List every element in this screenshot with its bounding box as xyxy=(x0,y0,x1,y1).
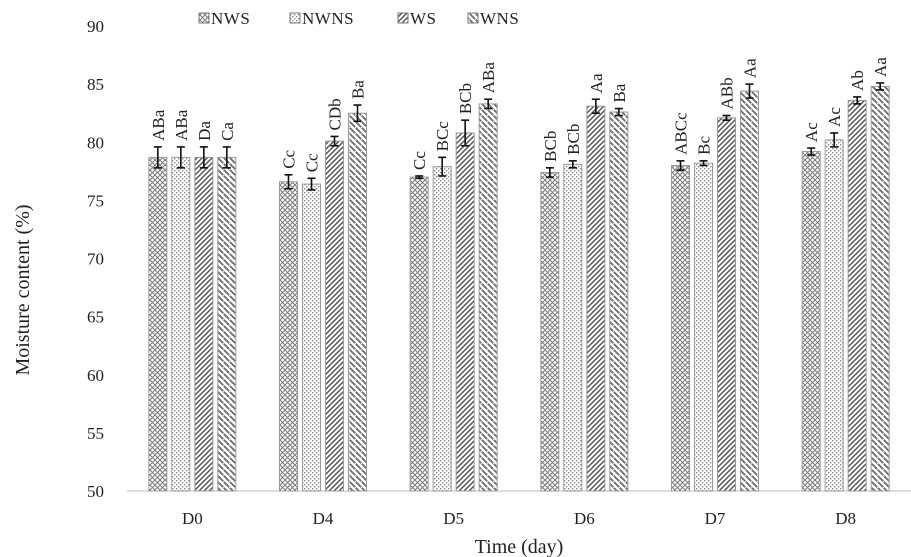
significance-label: Da xyxy=(195,121,214,141)
legend-label-nwns: NWNS xyxy=(302,9,354,28)
significance-label: ABa xyxy=(172,109,191,141)
significance-label: CDb xyxy=(326,98,345,130)
significance-label: Ba xyxy=(349,80,368,99)
y-axis: 50 55 60 65 70 75 80 85 90 xyxy=(87,17,104,501)
bar-nwns-d8 xyxy=(824,139,844,492)
bar-nws-d6 xyxy=(540,171,560,492)
x-tick-label: D8 xyxy=(835,509,856,528)
x-tick-label: D6 xyxy=(574,509,595,528)
bar-wns-d4 xyxy=(348,112,367,492)
legend-label-wns: WNS xyxy=(480,9,519,28)
y-tick-label: 80 xyxy=(87,133,104,152)
bar-wns-d8 xyxy=(870,85,890,492)
y-tick-label: 65 xyxy=(87,308,104,327)
bar-nws-d8 xyxy=(801,151,821,492)
bar-ws-d8 xyxy=(847,99,867,492)
y-tick-label: 85 xyxy=(87,75,104,94)
bar-ws-d7 xyxy=(717,117,736,492)
significance-label: Cc xyxy=(410,151,429,170)
bar-ws-d5 xyxy=(455,132,475,492)
significance-label: BCb xyxy=(564,124,583,155)
significance-label: Bc xyxy=(695,136,714,155)
bar-nwns-d4 xyxy=(302,183,321,492)
x-tick-label: D0 xyxy=(182,509,203,528)
significance-label: Cc xyxy=(303,153,322,172)
x-tick-label: D5 xyxy=(443,509,464,528)
significance-label: Aa xyxy=(587,73,606,93)
significance-label: ABa xyxy=(149,109,168,141)
legend: NWS NWNS WS WNS xyxy=(198,9,519,28)
significance-label: BCb xyxy=(541,131,560,162)
bar-ws-d6 xyxy=(586,105,606,492)
legend-swatch-nws xyxy=(198,12,210,24)
x-tick-label: D4 xyxy=(313,509,334,528)
legend-swatch-ws xyxy=(397,12,409,24)
significance-label: ABb xyxy=(718,77,737,109)
significance-label: Ac xyxy=(802,122,821,142)
significance-label: Ca xyxy=(218,122,237,141)
significance-label: Aa xyxy=(871,57,890,77)
significance-label: Ab xyxy=(848,70,867,91)
bar-nwns-d6 xyxy=(563,163,583,492)
legend-label-ws: WS xyxy=(410,9,437,28)
y-tick-label: 60 xyxy=(87,366,104,385)
y-tick-label: 55 xyxy=(87,424,104,443)
bar-wns-d0 xyxy=(217,156,237,492)
significance-label: ABa xyxy=(479,62,498,94)
x-tick-label: D7 xyxy=(705,509,726,528)
bar-wns-d7 xyxy=(740,90,759,492)
significance-label: BCc xyxy=(433,121,452,152)
significance-label: Aa xyxy=(741,58,760,78)
bar-wns-d6 xyxy=(609,111,629,492)
y-tick-label: 90 xyxy=(87,17,104,36)
y-tick-label: 50 xyxy=(87,482,104,501)
bar-wns-d5 xyxy=(478,103,498,492)
bar-nwns-d5 xyxy=(432,166,452,492)
y-tick-label: 75 xyxy=(87,191,104,210)
legend-swatch-nwns xyxy=(289,12,301,24)
y-tick-label: 70 xyxy=(87,250,104,269)
x-axis-title: Time (day) xyxy=(475,536,564,557)
legend-label-nws: NWS xyxy=(211,9,250,28)
significance-label: Ac xyxy=(825,107,844,127)
significance-label: Cc xyxy=(280,149,299,168)
y-axis-title: Moisture content (%) xyxy=(12,204,34,375)
bar-nws-d7 xyxy=(671,165,690,492)
significance-label: Ba xyxy=(610,83,629,102)
legend-swatch-wns xyxy=(467,12,479,24)
significance-label: BCb xyxy=(456,83,475,114)
bar-ws-d4 xyxy=(325,140,344,492)
bar-nwns-d7 xyxy=(694,162,713,492)
bar-nws-d0 xyxy=(148,156,168,492)
significance-label: ABCc xyxy=(672,112,691,155)
bar-nwns-d0 xyxy=(171,156,191,492)
bar-nws-d5 xyxy=(409,176,429,492)
bar-ws-d0 xyxy=(194,156,214,492)
x-axis: D0 D4 D5 D6 D7 D8 xyxy=(127,490,911,528)
bar-nws-d4 xyxy=(279,181,298,492)
